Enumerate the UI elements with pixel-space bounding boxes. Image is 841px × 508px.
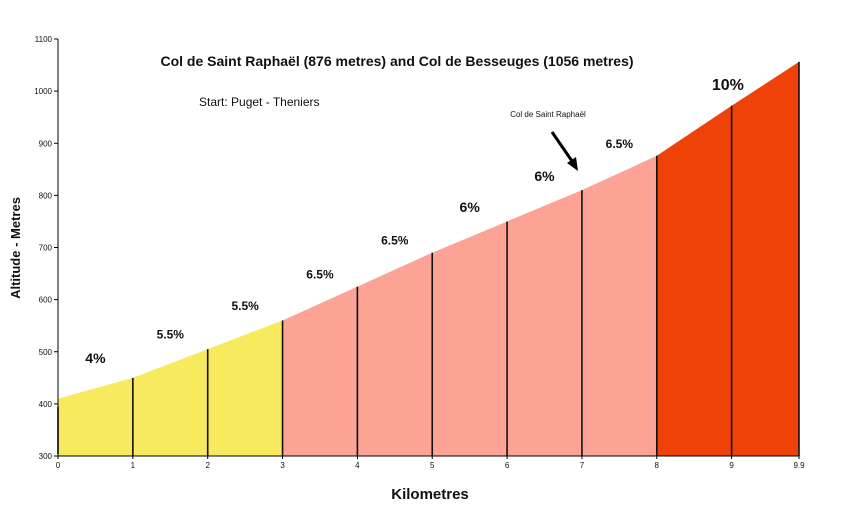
x-tick-label-6: 6	[505, 461, 510, 470]
gradient-label-8: 6.5%	[606, 137, 634, 151]
y-tick-label-800: 800	[39, 191, 53, 200]
x-tick-label-2: 2	[205, 461, 210, 470]
x-tick-label-7: 7	[580, 461, 585, 470]
y-tick-label-600: 600	[39, 296, 53, 305]
x-tick-label-1: 1	[131, 461, 136, 470]
gradient-labels: 4% 5.5% 5.5% 6.5% 6.5% 6% 6% 6.5% 10%	[85, 77, 744, 366]
x-axis-label: Kilometres	[391, 486, 469, 503]
x-tick-label-5: 5	[430, 461, 435, 470]
y-tick-label-400: 400	[39, 400, 53, 409]
gradient-label-7: 6%	[534, 168, 555, 184]
y-tick-label-1000: 1000	[34, 87, 52, 96]
y-tick-label-1100: 1100	[35, 35, 53, 44]
gradient-label-2: 5.5%	[157, 327, 185, 341]
x-tick-label-9.9: 9.9	[793, 461, 805, 470]
gradient-label-3: 5.5%	[231, 299, 259, 313]
profile-segment-7	[507, 190, 582, 456]
x-tick-label-8: 8	[655, 461, 660, 470]
annotation-arrow-shaft	[550, 131, 576, 165]
y-axis-label: Altitude - Metres	[8, 197, 23, 299]
profile-segment-6	[432, 221, 508, 456]
profile-segment-5	[357, 252, 433, 456]
annotation-arrow-head	[567, 157, 578, 171]
profile-fill-group	[58, 61, 799, 457]
gradient-label-9: 10%	[712, 77, 744, 94]
chart-subtitle: Start: Puget - Theniers	[199, 95, 320, 109]
annotation-label: Col de Saint Raphaël	[510, 110, 586, 119]
gradient-label-4: 6.5%	[306, 268, 334, 282]
y-tick-label-900: 900	[39, 139, 53, 148]
x-tick-label-9: 9	[729, 461, 734, 470]
gradient-label-6: 6%	[460, 199, 481, 215]
profile-segment-2	[132, 349, 208, 456]
profile-segment-9	[656, 61, 799, 457]
x-tick-label-4: 4	[355, 461, 360, 470]
y-tick-label-300: 300	[39, 452, 53, 461]
axes-group: 300 400 500 600 700 800 900 1000 1100 0 1 2 3 4 5 6 7 8 9 9…	[34, 35, 805, 470]
x-tick-label-0: 0	[56, 461, 61, 470]
profile-segment-8	[581, 155, 657, 456]
x-tick-label-3: 3	[280, 461, 285, 470]
profile-segment-3	[207, 320, 283, 456]
y-tick-label-500: 500	[39, 348, 53, 357]
chart-title: Col de Saint Raphaël (876 metres) and Co…	[160, 53, 633, 69]
profile-segment-1	[58, 377, 133, 456]
gradient-label-1: 4%	[85, 350, 106, 366]
profile-segment-4	[282, 286, 358, 456]
gradient-label-5: 6.5%	[381, 234, 409, 248]
y-tick-label-700: 700	[39, 244, 53, 253]
